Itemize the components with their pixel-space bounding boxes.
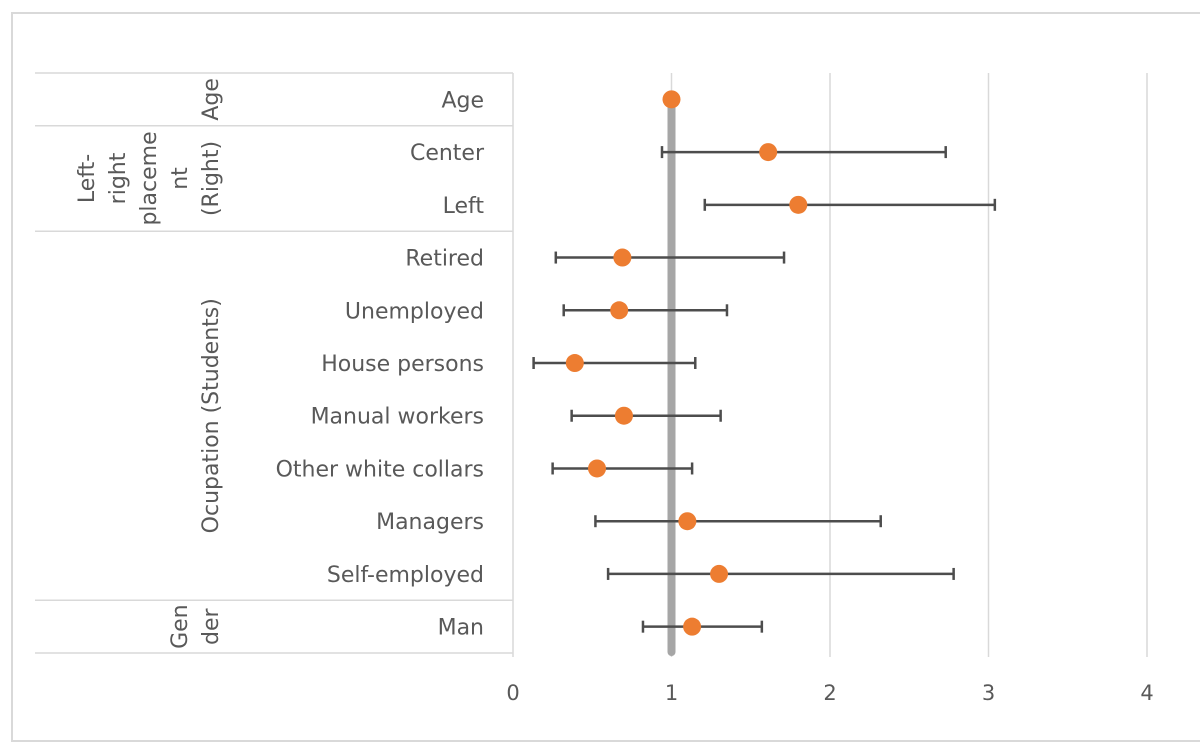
group-label: der xyxy=(199,607,224,645)
x-axis-ticks: 0 1 2 3 4 xyxy=(506,681,1153,705)
group-label: right xyxy=(106,152,131,204)
point-estimate xyxy=(759,143,778,162)
x-tick-label: 0 xyxy=(506,681,519,705)
category-label: Retired xyxy=(405,247,484,272)
category-label: Self-employed xyxy=(327,563,484,588)
category-label: Managers xyxy=(376,510,484,535)
point-estimate xyxy=(613,248,632,267)
category-label: Center xyxy=(410,141,485,166)
point-estimate xyxy=(710,564,729,583)
group-label: (Right) xyxy=(199,141,224,216)
point-estimate xyxy=(678,512,697,531)
point-estimates xyxy=(565,90,808,636)
category-label: Other white collars xyxy=(276,457,484,482)
point-estimate xyxy=(789,195,808,214)
group-label: nt xyxy=(168,167,193,190)
category-label: Left xyxy=(443,194,485,219)
point-estimate xyxy=(614,406,633,425)
x-tick-label: 4 xyxy=(1140,681,1153,705)
category-label: Man xyxy=(438,616,484,641)
point-estimate xyxy=(683,617,702,636)
category-label: Unemployed xyxy=(345,299,484,324)
error-bars xyxy=(532,146,997,633)
group-label: Left- xyxy=(75,154,100,203)
x-tick-label: 2 xyxy=(823,681,836,705)
forest-plot: Age Left-right placeme nt (Right) Ocupation (… xyxy=(35,72,1154,705)
group-label: Age xyxy=(199,78,224,121)
point-estimate xyxy=(662,90,681,109)
x-tick-label: 1 xyxy=(665,681,678,705)
group-label: placeme xyxy=(137,131,162,225)
category-label: Age xyxy=(441,88,484,113)
point-estimate xyxy=(588,459,607,478)
category-label: Manual workers xyxy=(311,405,484,430)
point-estimate xyxy=(610,301,629,320)
group-label: Gen xyxy=(168,604,193,649)
category-label: House persons xyxy=(321,352,484,377)
x-tick-label: 3 xyxy=(982,681,995,705)
point-estimate xyxy=(565,354,584,373)
category-table: Age Left-right placeme nt (Right) Ocupation (… xyxy=(35,72,513,654)
group-label: Ocupation (Students) xyxy=(199,298,224,533)
